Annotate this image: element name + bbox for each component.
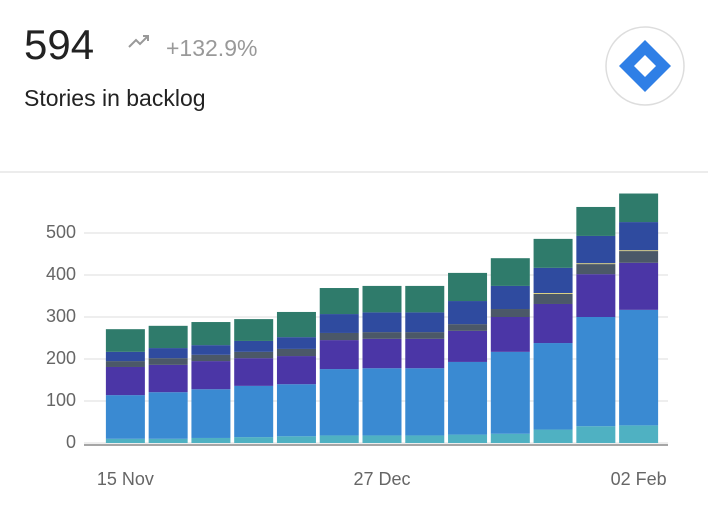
bar-segment <box>448 301 488 325</box>
bar-segment <box>276 384 316 437</box>
bar-segment <box>105 395 145 439</box>
bar-segment <box>405 332 445 339</box>
bar-segment <box>191 389 231 438</box>
plot: 0 100 200 300 400 500 15 Nov 27 Dec 02 Feb <box>46 193 668 489</box>
bar-segment <box>448 272 488 302</box>
bar-segment <box>362 368 402 436</box>
bar-segment <box>490 433 530 443</box>
bar-segment <box>619 251 659 263</box>
bar-segment <box>148 325 188 349</box>
bar-segment <box>533 238 573 268</box>
bar-segment <box>490 285 530 310</box>
bar-segment <box>319 369 359 436</box>
bar-segment <box>319 288 359 315</box>
x-tick-label: 15 Nov <box>97 469 154 489</box>
metric-label: Stories in backlog <box>24 85 206 111</box>
bar-segment <box>105 366 145 396</box>
bar-segment <box>362 338 402 369</box>
metric-value: 594 <box>24 21 94 68</box>
bar-segment <box>405 435 445 443</box>
bar-segment <box>533 293 573 304</box>
bar-segment <box>276 337 316 349</box>
y-tick-label: 100 <box>46 390 76 410</box>
bar-segment <box>533 267 573 294</box>
bar-segment <box>576 426 616 443</box>
y-tick-label: 0 <box>66 432 76 452</box>
bar-segment <box>405 312 445 333</box>
bar-segment <box>619 425 659 443</box>
bar-segment <box>105 351 145 362</box>
bar-segment <box>533 343 573 430</box>
bar-segment <box>448 434 488 443</box>
bar-segment <box>490 317 530 352</box>
y-tick-label: 200 <box>46 348 76 368</box>
bar-segment <box>148 348 188 359</box>
bar-segment <box>576 264 616 275</box>
bar-segment <box>405 338 445 369</box>
bar-segment <box>533 293 573 294</box>
bar-segment <box>405 368 445 436</box>
bar-segment <box>448 324 488 331</box>
trend-arrow <box>143 35 149 41</box>
bar-segment <box>490 309 530 317</box>
metric-change: +132.9% <box>166 35 257 61</box>
bar-segment <box>191 437 231 443</box>
bar-segment <box>362 312 402 333</box>
bar-segment <box>319 340 359 370</box>
bar-segment <box>148 364 188 393</box>
bar-segment <box>533 303 573 344</box>
bar-segment <box>448 361 488 435</box>
bar-segment <box>619 309 659 426</box>
bar-segment <box>148 392 188 439</box>
bar-segment <box>319 332 359 341</box>
bar-segment <box>576 235 616 264</box>
bar-segment <box>576 206 616 236</box>
bar-segment <box>234 385 274 438</box>
bar-segment <box>319 435 359 443</box>
bar-segment <box>490 351 530 434</box>
bar-segment <box>276 356 316 385</box>
bar-segment <box>276 311 316 338</box>
bar-segment <box>191 322 231 346</box>
bar-segment <box>405 285 445 313</box>
bar-segment <box>234 437 274 443</box>
bar-segment <box>276 348 316 357</box>
bar-segment <box>576 263 616 265</box>
bar-segment <box>576 317 616 427</box>
bar-segment <box>490 258 530 286</box>
bar-segment <box>362 285 402 313</box>
bar-segment <box>191 354 231 362</box>
bar-segment <box>148 438 188 443</box>
y-tick-label: 300 <box>46 306 76 326</box>
bar-segment <box>191 345 231 355</box>
bar-segment <box>619 222 659 251</box>
bar-segment <box>576 274 616 317</box>
bar-segment <box>448 330 488 362</box>
bar-segment <box>619 250 659 252</box>
y-tick-label: 500 <box>46 222 76 242</box>
trend-icon <box>128 35 149 48</box>
bar-segment <box>234 319 274 341</box>
x-tick-label: 02 Feb <box>611 469 667 489</box>
bar-segment <box>105 361 145 367</box>
bar-segment <box>105 438 145 443</box>
bar-segment <box>362 332 402 339</box>
y-tick-label: 400 <box>46 264 76 284</box>
bar-segment <box>362 435 402 443</box>
bar-segment <box>619 193 659 223</box>
bar-segment <box>276 436 316 443</box>
bar-segment <box>319 314 359 333</box>
bar-segment <box>105 329 145 352</box>
bar-segment <box>234 340 274 352</box>
bar-segment <box>533 429 573 443</box>
logo-hole <box>634 55 656 77</box>
bar-segment <box>148 358 188 365</box>
bar-segment <box>191 361 231 390</box>
bar-segment <box>234 358 274 386</box>
bar-segment <box>619 262 659 310</box>
bar-segment <box>234 351 274 359</box>
x-tick-label: 27 Dec <box>353 469 410 489</box>
